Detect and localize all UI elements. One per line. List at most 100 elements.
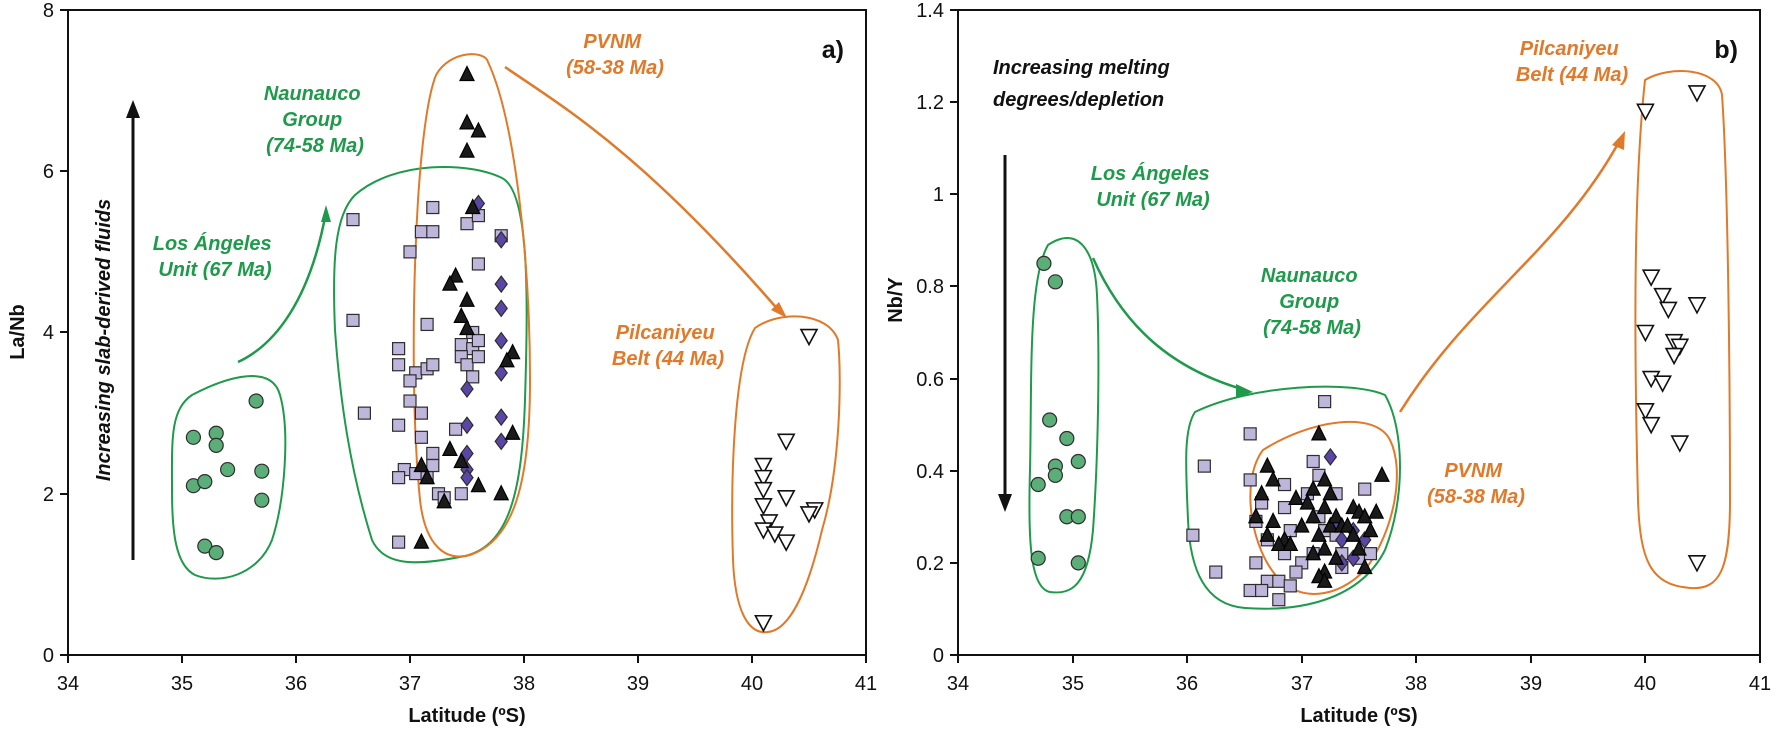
annotation-line: Unit (67 Ma): [1096, 189, 1210, 211]
x-tick-label: 35: [171, 673, 193, 695]
x-tick-label: 41: [855, 673, 877, 695]
open-triangle-marker: [1664, 347, 1684, 366]
arrowhead: [1236, 384, 1253, 398]
x-tick-label: 38: [1405, 673, 1427, 695]
open-triangle-marker: [1636, 103, 1655, 122]
square-marker: [346, 313, 360, 328]
x-tick-label: 39: [1520, 673, 1542, 695]
square-marker: [1186, 528, 1200, 542]
triangle-marker: [1345, 525, 1362, 542]
open-triangle-marker: [754, 498, 773, 516]
open-triangle-marker: [754, 457, 773, 476]
square-marker: [1283, 579, 1297, 593]
triangle-marker: [470, 121, 487, 138]
x-tick-marks: [67, 655, 867, 663]
envelope-los-angeles: [1028, 237, 1100, 594]
square-marker: [426, 358, 440, 372]
square-marker: [420, 317, 434, 332]
x-tick-labels: 34 35 36 37 38 39 40 41: [947, 673, 1771, 695]
annotation-line: Pilcaniyeu: [1520, 38, 1619, 60]
triangle-marker: [1282, 535, 1299, 552]
square-marker: [1243, 583, 1257, 598]
open-triangle-marker: [1670, 338, 1690, 357]
square-marker: [414, 406, 428, 420]
triangle-marker: [1373, 465, 1390, 482]
data-points: [1030, 85, 1707, 607]
triangle-marker: [1316, 498, 1333, 515]
square-marker: [1289, 565, 1303, 579]
annotation-line: PVNM: [583, 31, 642, 53]
y-tick-label: 0: [933, 645, 944, 667]
open-triangle-marker: [754, 469, 773, 488]
triangle-marker: [464, 198, 481, 215]
open-triangle-marker: [754, 614, 773, 633]
annotation-line: degrees/depletion: [993, 89, 1164, 111]
annotation-line: (74-58 Ma): [266, 135, 364, 157]
open-triangle-marker: [1687, 85, 1707, 103]
triangle-marker: [1299, 493, 1316, 510]
circle-marker: [1059, 430, 1075, 447]
triangle-marker: [1316, 539, 1333, 556]
triangle-marker: [459, 141, 475, 158]
triangle-marker: [441, 440, 458, 457]
square-marker: [414, 430, 428, 444]
annotation-depletion: Increasing melting degrees/depletion: [993, 57, 1175, 111]
annotation-slab-fluids: Increasing slab-derived fluids: [93, 199, 115, 481]
x-tick-label: 40: [1634, 673, 1656, 695]
x-axis-title: Latitude (ºS): [1300, 705, 1417, 727]
y-tick-label: 1: [933, 184, 944, 206]
triangle-marker: [1293, 516, 1310, 533]
trend-arrow-orange: [1398, 139, 1622, 413]
triangle-marker: [1316, 470, 1333, 487]
annotation-los-angeles: Los Ángeles Unit (67 Ma): [153, 232, 277, 281]
square-marker: [454, 337, 468, 352]
square-marker: [403, 374, 417, 388]
x-tick-label: 39: [627, 673, 649, 695]
circle-marker: [1030, 550, 1046, 566]
triangle-marker: [1322, 484, 1339, 501]
square-marker: [471, 257, 485, 271]
arrowhead: [1612, 131, 1625, 150]
triangle-marker: [459, 290, 475, 307]
open-triangle-marker: [1653, 287, 1672, 306]
triangle-marker: [1328, 548, 1345, 565]
x-tick-label: 36: [1176, 673, 1198, 695]
square-marker: [392, 342, 406, 356]
annotation-line: Naunauco: [1261, 265, 1358, 287]
circle-marker: [197, 538, 213, 554]
x-tick-label: 38: [513, 673, 535, 695]
triangle-marker: [459, 319, 475, 336]
triangle-marker: [436, 492, 453, 509]
triangle-marker: [1305, 544, 1322, 561]
diamond-marker: [1335, 530, 1349, 549]
square-marker: [1272, 593, 1286, 607]
y-tick-labels: 0 0.2 0.4 0.6 0.8 1 1.2 1.4: [916, 0, 944, 667]
circle-marker: [254, 463, 270, 479]
circle-marker: [185, 429, 201, 445]
envelope-naunauco: [1185, 385, 1401, 610]
y-tick-label: 8: [43, 0, 54, 22]
square-marker: [1249, 556, 1263, 570]
triangle-marker: [453, 307, 470, 323]
triangle-marker: [504, 343, 521, 360]
x-tick-label: 34: [947, 673, 969, 695]
open-triangle-marker: [1687, 555, 1707, 573]
diamond-marker: [460, 468, 474, 487]
triangle-marker: [1259, 525, 1276, 542]
diamond-marker: [460, 379, 474, 398]
annotation-line: (74-58 Ma): [1263, 317, 1361, 339]
panel-label-a: a): [822, 36, 844, 64]
square-marker: [392, 418, 406, 432]
panel-b: 34 35 36 37 38 39 40 41 0 0.2 0.4 0.6 0.…: [885, 0, 1771, 727]
arrowhead: [321, 205, 331, 222]
triangle-marker: [1288, 489, 1304, 505]
circle-marker: [254, 492, 270, 508]
x-tick-label: 37: [1291, 673, 1313, 695]
circle-marker: [1047, 467, 1063, 483]
panel-a: 34 35 36 37 38 39 40 41 0 2 4 6 8 Latitu…: [7, 0, 877, 727]
y-tick-label: 0.2: [916, 553, 944, 575]
triangle-marker: [453, 452, 470, 469]
triangle-marker: [1305, 479, 1322, 496]
y-axis-title: Nb/Y: [885, 277, 907, 323]
diamond-marker: [494, 432, 508, 451]
